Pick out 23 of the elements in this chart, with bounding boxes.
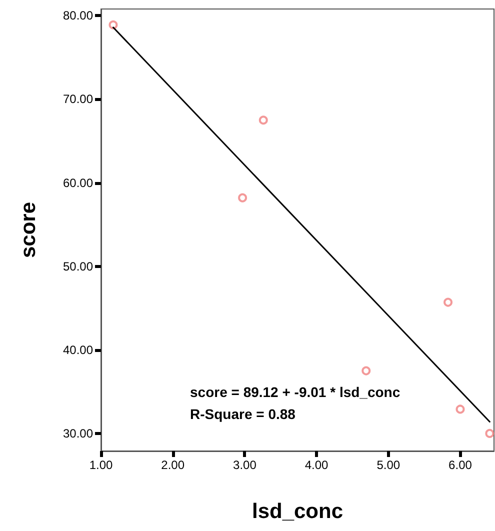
point <box>444 298 453 307</box>
x-axis-title: lsd_conc <box>252 500 344 523</box>
y-tick-label: 80.00 <box>62 8 94 23</box>
y-tick-label: 50.00 <box>62 259 94 274</box>
point <box>456 404 465 414</box>
x-tick-label: 2.00 <box>161 458 185 472</box>
x-tick-label: 6.00 <box>448 458 472 472</box>
point <box>485 428 494 438</box>
y-tick-label: 70.00 <box>62 92 94 106</box>
x-tick-label: 1.00 <box>89 458 113 472</box>
y-tick-label: 60.00 <box>62 176 94 190</box>
point <box>362 366 371 376</box>
point <box>108 20 118 30</box>
x-tick-label: 4.00 <box>304 458 329 472</box>
x-tick-label: 5.00 <box>376 458 400 472</box>
annotation: score = 89.12 + -9.01 * lsd_conc <box>190 384 400 400</box>
point <box>238 193 248 202</box>
x-tick-label: 3.00 <box>233 458 257 472</box>
annotation: R-Square = 0.88 <box>190 406 296 422</box>
y-axis-title: score <box>17 202 40 258</box>
y-tick-label: 40.00 <box>62 342 94 357</box>
y-tick-label: 30.00 <box>62 426 94 440</box>
point <box>258 116 268 125</box>
